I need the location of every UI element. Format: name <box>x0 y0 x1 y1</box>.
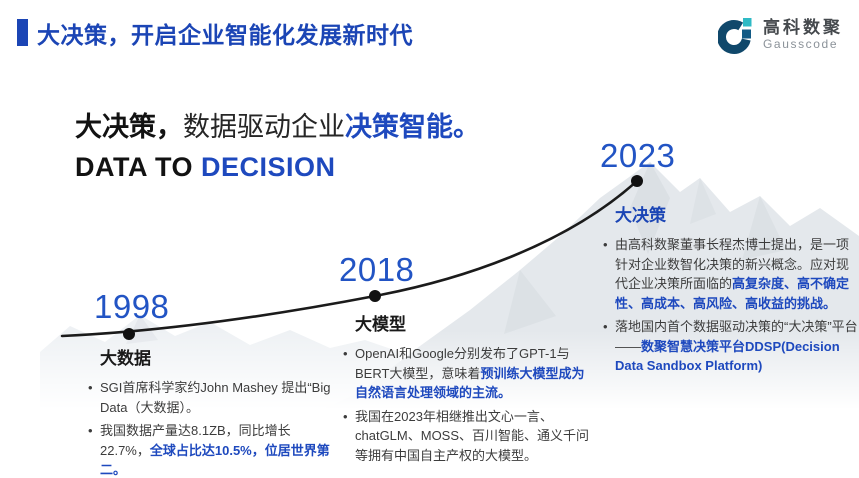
hero-subtitle: DATA TO DECISION <box>75 152 480 183</box>
timeline-dot-2018 <box>369 290 381 302</box>
milestone-column-bigmodel: 大模型 OpenAI和Google分别发布了GPT-1与BERT大模型，意味着预… <box>341 310 591 469</box>
brand-name: 高科数聚 Gausscode <box>763 19 843 50</box>
milestone-title: 大数据 <box>100 349 151 368</box>
bullet-item: OpenAI和Google分别发布了GPT-1与BERT大模型，意味着预训练大模… <box>341 344 591 403</box>
bullet-list: OpenAI和Google分别发布了GPT-1与BERT大模型，意味着预训练大模… <box>341 344 591 465</box>
year-label-2023: 2023 <box>600 137 676 174</box>
text-segment: 决策智能。 <box>345 112 480 142</box>
bullet-item: SGI首席科学家约John Mashey 提出“Big Data（大数据）。 <box>86 378 338 417</box>
text-segment: 数聚智慧决策平台DDSP(Decision Data Sandbox Platf… <box>615 338 840 374</box>
hero-title: 大决策，数据驱动企业决策智能。 <box>75 111 480 145</box>
year-label-2018: 2018 <box>339 251 415 288</box>
text-segment: DATA TO <box>75 151 201 182</box>
text-segment: SGI首席科学家约John Mashey 提出“Big Data（大数据）。 <box>100 380 331 415</box>
hero-heading: 大决策，数据驱动企业决策智能。 DATA TO DECISION <box>75 111 480 183</box>
text-segment: 高复杂度、高不确定性、高成本、高风险、高收益的挑战。 <box>615 276 850 311</box>
milestone-column-bigdecision: 大决策 由高科数聚董事长程杰博士提出，是一项针对企业数智化决策的新兴概念。应对现… <box>601 201 859 380</box>
text-segment: OpenAI和Google分别发布了GPT-1与BERT大模型，意味着 <box>355 346 570 381</box>
bullet-list: 由高科数聚董事长程杰博士提出，是一项针对企业数智化决策的新兴概念。应对现代企业决… <box>601 235 859 376</box>
text-segment: 全球占比达10.5%，位居世界第二。 <box>100 442 330 478</box>
text-segment: 落地国内首个数据驱动决策的“大决策”平台—— <box>615 319 858 354</box>
bullet-item: 落地国内首个数据驱动决策的“大决策”平台——数聚智慧决策平台DDSP(Decis… <box>601 317 859 376</box>
year-label-1998: 1998 <box>94 288 170 325</box>
text-segment: DECISION <box>201 151 336 182</box>
brand-logo: 高科数聚 Gausscode <box>718 15 843 55</box>
bullet-list: SGI首席科学家约John Mashey 提出“Big Data（大数据）。我国… <box>86 378 338 478</box>
logo-g-icon <box>718 18 752 54</box>
text-segment: 数据驱动企业 <box>183 112 345 142</box>
text-segment: 我国数据产量达8.1ZB，同比增长22.7%， <box>100 423 291 458</box>
brand-name-cn: 高科数聚 <box>763 18 843 38</box>
milestone-title: 大决策 <box>615 206 666 225</box>
page-title: 大决策，开启企业智能化发展新时代 <box>37 22 413 48</box>
text-segment: 我国在2023年相继推出文心一言、chatGLM、MOSS、百川智能、通义千问等… <box>355 408 590 463</box>
bullet-item: 我国在2023年相继推出文心一言、chatGLM、MOSS、百川智能、通义千问等… <box>341 407 591 466</box>
title-accent-bar <box>17 19 28 46</box>
milestone-title: 大模型 <box>355 315 406 334</box>
milestone-column-bigdata: 大数据 SGI首席科学家约John Mashey 提出“Big Data（大数据… <box>86 344 338 478</box>
bullet-item: 由高科数聚董事长程杰博士提出，是一项针对企业数智化决策的新兴概念。应对现代企业决… <box>601 235 859 313</box>
text-segment: 由高科数聚董事长程杰博士提出，是一项针对企业数智化决策的新兴概念。应对现代企业决… <box>615 237 850 291</box>
timeline-dot-1998 <box>123 328 135 340</box>
bullet-item: 我国数据产量达8.1ZB，同比增长22.7%，全球占比达10.5%，位居世界第二… <box>86 421 338 478</box>
timeline-dot-2023 <box>631 175 643 187</box>
text-segment: 预训练大模型成为自然语言处理领域的主流。 <box>355 365 585 401</box>
brand-name-en: Gausscode <box>763 37 839 52</box>
text-segment: 大决策， <box>75 112 183 142</box>
